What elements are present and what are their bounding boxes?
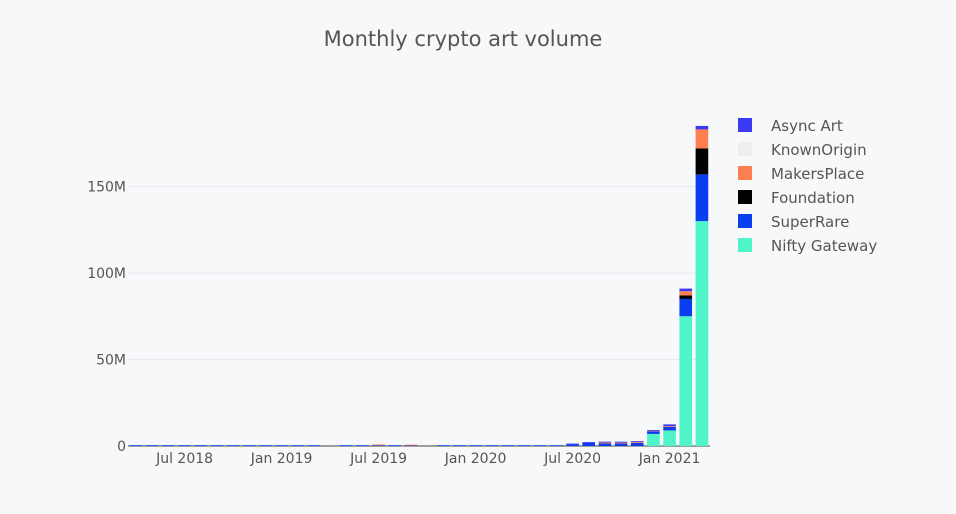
bar-segment[interactable]: [679, 298, 693, 317]
bar-segment[interactable]: [453, 445, 466, 446]
bar-segment[interactable]: [404, 445, 418, 446]
legend-swatch[interactable]: [738, 214, 752, 228]
y-axis: 0 50M 100M 150M: [87, 180, 126, 456]
bar-segment[interactable]: [695, 221, 709, 446]
bar-segment[interactable]: [388, 445, 402, 446]
legend-label[interactable]: Async Art: [771, 117, 843, 135]
grid-lines: [128, 186, 710, 447]
bar-segment[interactable]: [630, 442, 644, 446]
bar-segment[interactable]: [663, 430, 676, 446]
bar-segment[interactable]: [630, 442, 644, 443]
bar-segment[interactable]: [614, 442, 628, 444]
bar-segment[interactable]: [242, 445, 256, 446]
bar-segment[interactable]: [469, 445, 482, 446]
x-tick-label: Jan 2021: [638, 451, 701, 467]
x-tick-label: Jul 2019: [349, 451, 407, 467]
legend-label[interactable]: SuperRare: [771, 213, 849, 231]
bar-segment[interactable]: [162, 445, 175, 446]
x-axis: Jul 2018 Jan 2019 Jul 2019 Jan 2020 Jul 2020…: [155, 451, 700, 467]
bar-segment[interactable]: [210, 445, 224, 446]
chart-title: Monthly crypto art volume: [324, 27, 603, 51]
bar-segment[interactable]: [485, 445, 499, 446]
legend-swatch[interactable]: [738, 190, 752, 204]
bar-segment[interactable]: [647, 433, 660, 446]
bar-segment[interactable]: [598, 443, 612, 446]
legend-label[interactable]: Nifty Gateway: [771, 237, 877, 255]
y-tick-label: 150M: [87, 180, 126, 196]
bar-segment[interactable]: [372, 445, 385, 446]
legend-label[interactable]: KnownOrigin: [771, 141, 867, 159]
bar-segment[interactable]: [372, 444, 385, 446]
bar-segment[interactable]: [695, 174, 709, 222]
bar-segment[interactable]: [178, 445, 191, 446]
bar-segment[interactable]: [695, 129, 709, 149]
bar-segment[interactable]: [145, 445, 159, 446]
bar-segment[interactable]: [614, 443, 628, 446]
bar-segment[interactable]: [679, 295, 693, 299]
bar-segment[interactable]: [663, 426, 676, 431]
bar-segment[interactable]: [550, 445, 563, 446]
bar-segment[interactable]: [663, 426, 676, 427]
bar-segment[interactable]: [533, 445, 547, 446]
bar-segment[interactable]: [226, 445, 240, 446]
bar-segment[interactable]: [307, 445, 321, 446]
bar-segment[interactable]: [194, 445, 208, 446]
bar-segment[interactable]: [630, 441, 644, 443]
bar-segment[interactable]: [598, 442, 612, 444]
bar-segment[interactable]: [695, 148, 709, 175]
bar-segment[interactable]: [259, 445, 272, 446]
legend-label[interactable]: Foundation: [771, 189, 855, 207]
bar-segment[interactable]: [614, 441, 628, 443]
bar-segment[interactable]: [291, 445, 305, 446]
bar-segment[interactable]: [436, 445, 450, 446]
legend-label[interactable]: MakersPlace: [771, 165, 864, 183]
bar-segment[interactable]: [647, 431, 660, 434]
legend-swatch[interactable]: [738, 142, 752, 156]
bar-segment[interactable]: [566, 444, 579, 446]
bar-segment[interactable]: [695, 125, 709, 130]
bar-segment[interactable]: [356, 445, 369, 446]
bar-segment[interactable]: [663, 424, 676, 427]
bars: [129, 125, 709, 446]
bar-segment[interactable]: [582, 442, 596, 446]
y-tick-label: 0: [117, 439, 126, 455]
bar-segment[interactable]: [679, 291, 693, 296]
x-tick-label: Jul 2020: [543, 451, 601, 467]
bar-segment[interactable]: [501, 445, 515, 446]
legend-swatch[interactable]: [738, 238, 752, 252]
bar-segment[interactable]: [647, 430, 660, 431]
bar-segment[interactable]: [679, 288, 693, 292]
y-tick-label: 50M: [96, 353, 126, 369]
legend-swatch[interactable]: [738, 166, 752, 180]
y-tick-label: 100M: [87, 266, 126, 282]
x-tick-label: Jan 2019: [250, 451, 313, 467]
bar-segment[interactable]: [566, 443, 579, 445]
legend: Async Art KnownOrigin MakersPlace Foundatio…: [738, 117, 877, 255]
x-tick-label: Jul 2018: [155, 451, 213, 467]
bar-segment[interactable]: [517, 445, 531, 446]
bar-segment[interactable]: [582, 442, 596, 443]
bar-segment[interactable]: [679, 316, 693, 446]
bar-segment[interactable]: [598, 441, 612, 443]
bar-segment[interactable]: [339, 445, 353, 446]
bar-segment[interactable]: [275, 445, 288, 446]
legend-swatch[interactable]: [738, 118, 752, 132]
x-tick-label: Jan 2020: [444, 451, 507, 467]
bar-segment[interactable]: [129, 445, 143, 446]
bar-segment[interactable]: [404, 444, 418, 446]
